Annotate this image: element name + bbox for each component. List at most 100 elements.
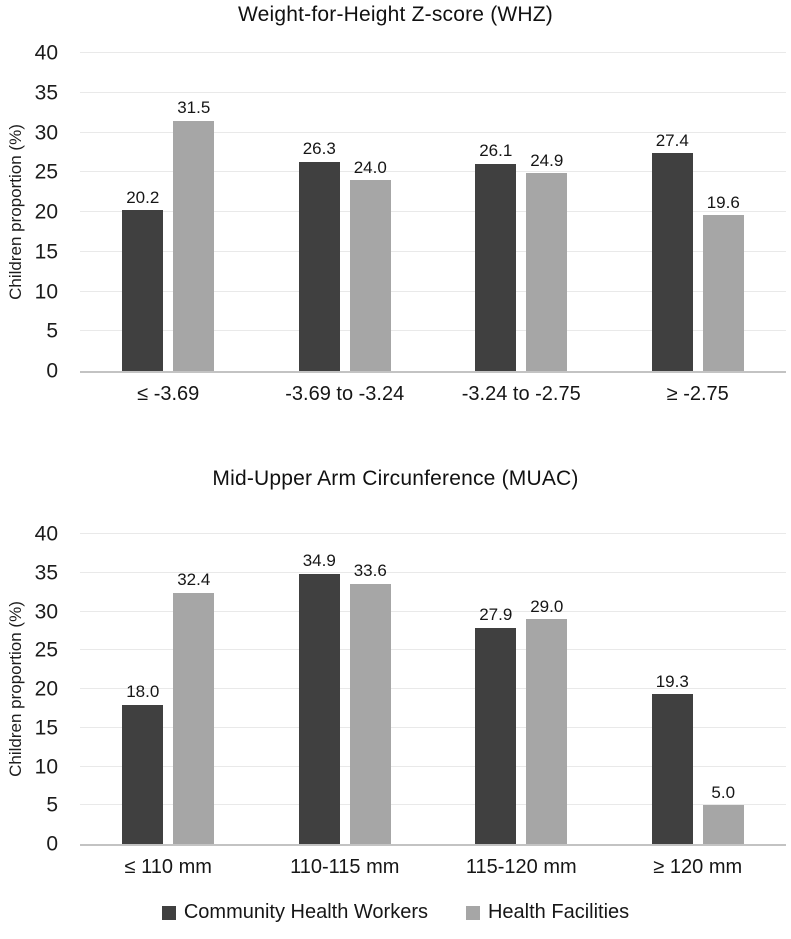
y-tick-label: 20: [34, 200, 58, 224]
bar-column-chw: 20.2: [122, 187, 164, 371]
bar-value-label: 19.6: [706, 192, 740, 212]
bar-hf: [702, 215, 744, 371]
y-tick-label: 25: [34, 638, 58, 662]
plot-area: 0 5 10 15 20 25 30 35 40 20.2 31.5 26.3 24.0 26.1 24.9…: [35, 43, 787, 382]
y-tick-label: 0: [46, 359, 58, 383]
gridline: [80, 91, 786, 93]
bar-hf: [526, 173, 568, 371]
y-tick-label: 20: [34, 677, 58, 701]
bar-value-label: 34.9: [302, 550, 336, 570]
chart-title: Mid-Upper Arm Circunference (MUAC): [212, 467, 579, 490]
x-category-label: -3.24 to -2.75: [461, 383, 581, 405]
bar-column-hf: 5.0: [702, 782, 744, 844]
bar-hf: [173, 120, 215, 371]
x-axis-labels: ≤ -3.69 -3.69 to -3.24 -3.24 to -2.75 ≥ -2.…: [80, 383, 786, 406]
bar-value-label: 27.9: [479, 605, 513, 625]
gridline: [80, 649, 786, 651]
gridline: [80, 765, 786, 767]
bar-group: 27.9 29.0: [433, 597, 610, 844]
bar-chw: [298, 161, 340, 371]
bar-value-label: 18.0: [126, 681, 160, 701]
bar-value-label: 26.1: [479, 140, 513, 160]
bar-hf: [526, 619, 568, 844]
gridline: [80, 610, 786, 612]
y-tick-label: 0: [46, 832, 58, 856]
bar-hf: [349, 180, 391, 371]
bar-group: 18.0 32.4: [80, 570, 257, 844]
legend: Community Health Workers Health Faciliti…: [0, 901, 791, 924]
muac-chart: Mid-Upper Arm Circunference (MUAC) Child…: [0, 462, 791, 896]
bar-value-label: 26.3: [302, 139, 336, 159]
bar-column-chw: 27.4: [651, 131, 693, 371]
y-tick-label: 5: [46, 319, 58, 343]
bar-chw: [475, 163, 517, 371]
y-tick-label: 15: [34, 240, 58, 264]
bar-column-hf: 19.6: [702, 192, 744, 371]
bar-column-chw: 18.0: [122, 681, 164, 844]
bar-value-label: 29.0: [530, 596, 564, 616]
x-axis-labels: ≤ 110 mm 110-115 mm 115-120 mm ≥ 120 mm: [80, 856, 786, 879]
legend-item-community-health-workers: Community Health Workers: [161, 901, 428, 924]
gridline: [80, 52, 786, 53]
y-axis-title: Children proportion (%): [6, 601, 25, 777]
bar-column-chw: 26.3: [298, 139, 340, 371]
x-category-label: ≥ 120 mm: [653, 856, 743, 878]
gridline: [80, 211, 786, 212]
legend-label: Community Health Workers: [183, 901, 428, 923]
bar-value-label: 32.4: [177, 570, 211, 590]
bar-chw: [651, 694, 693, 844]
plot-area: 0 5 10 15 20 25 30 35 40 18.0 32.4 34.9 33.6 27.9 29.0…: [35, 524, 786, 855]
x-category-label: ≤ 110 mm: [124, 856, 212, 878]
gridline: [80, 131, 786, 133]
bar-value-label: 19.3: [655, 671, 689, 691]
y-axis-title: Children proportion (%): [6, 124, 25, 300]
bar-groups: 18.0 32.4 34.9 33.6 27.9 29.0 19.3 5.0: [80, 534, 786, 844]
bar-hf: [702, 805, 744, 844]
x-category-label: -3.69 to -3.24: [285, 383, 405, 405]
chart-title: Weight-for-Height Z-score (WHZ): [237, 3, 554, 26]
bar-group: 20.2 31.5: [80, 98, 257, 371]
y-tick-label: 10: [34, 280, 58, 303]
bar-column-chw: 27.9: [475, 605, 517, 844]
bar-chw: [122, 704, 164, 844]
bar-column-hf: 24.9: [526, 150, 568, 371]
bar-column-chw: 26.1: [475, 140, 517, 371]
x-category-label: ≤ -3.69: [137, 383, 200, 405]
bar-column-hf: 32.4: [173, 570, 215, 844]
y-tick-label: 5: [46, 793, 58, 817]
bar-column-chw: 19.3: [651, 671, 693, 844]
bar-value-label: 31.5: [177, 98, 211, 118]
bar-group: 19.3 5.0: [610, 672, 787, 844]
y-tick-label: 10: [34, 755, 58, 778]
legend-label: Health Facilities: [487, 901, 630, 923]
bar-group: 27.4 19.6: [610, 131, 787, 371]
gridline: [80, 171, 786, 173]
bar-column-hf: 33.6: [349, 561, 391, 844]
gridline: [80, 290, 786, 292]
gridline: [80, 250, 786, 252]
y-tick-label: 40: [34, 41, 58, 65]
bar-chw: [122, 210, 164, 371]
bar-value-label: 24.9: [530, 150, 564, 170]
x-category-label: 115-120 mm: [465, 856, 577, 878]
bar-value-label: 5.0: [711, 782, 736, 802]
y-tick-label: 30: [34, 600, 58, 623]
y-tick-label: 15: [34, 716, 58, 740]
bar-chw: [651, 153, 693, 371]
gridline: [80, 330, 786, 332]
bar-column-chw: 34.9: [298, 550, 340, 844]
bar-group: 26.3 24.0: [257, 139, 434, 371]
whz-chart: Weight-for-Height Z-score (WHZ) Children…: [0, 0, 791, 412]
legend-item-health-facilities: Health Facilities: [465, 901, 630, 924]
bar-hf: [173, 592, 215, 844]
y-tick-label: 30: [34, 121, 58, 144]
x-category-label: 110-115 mm: [290, 856, 400, 878]
bar-group: 34.9 33.6: [257, 551, 434, 844]
gridline: [80, 533, 786, 534]
legend-swatch-gray-icon: [465, 905, 480, 920]
bar-value-label: 20.2: [126, 187, 160, 207]
gridline: [80, 726, 786, 728]
y-tick-label: 35: [34, 81, 58, 105]
bar-column-hf: 24.0: [349, 158, 391, 371]
